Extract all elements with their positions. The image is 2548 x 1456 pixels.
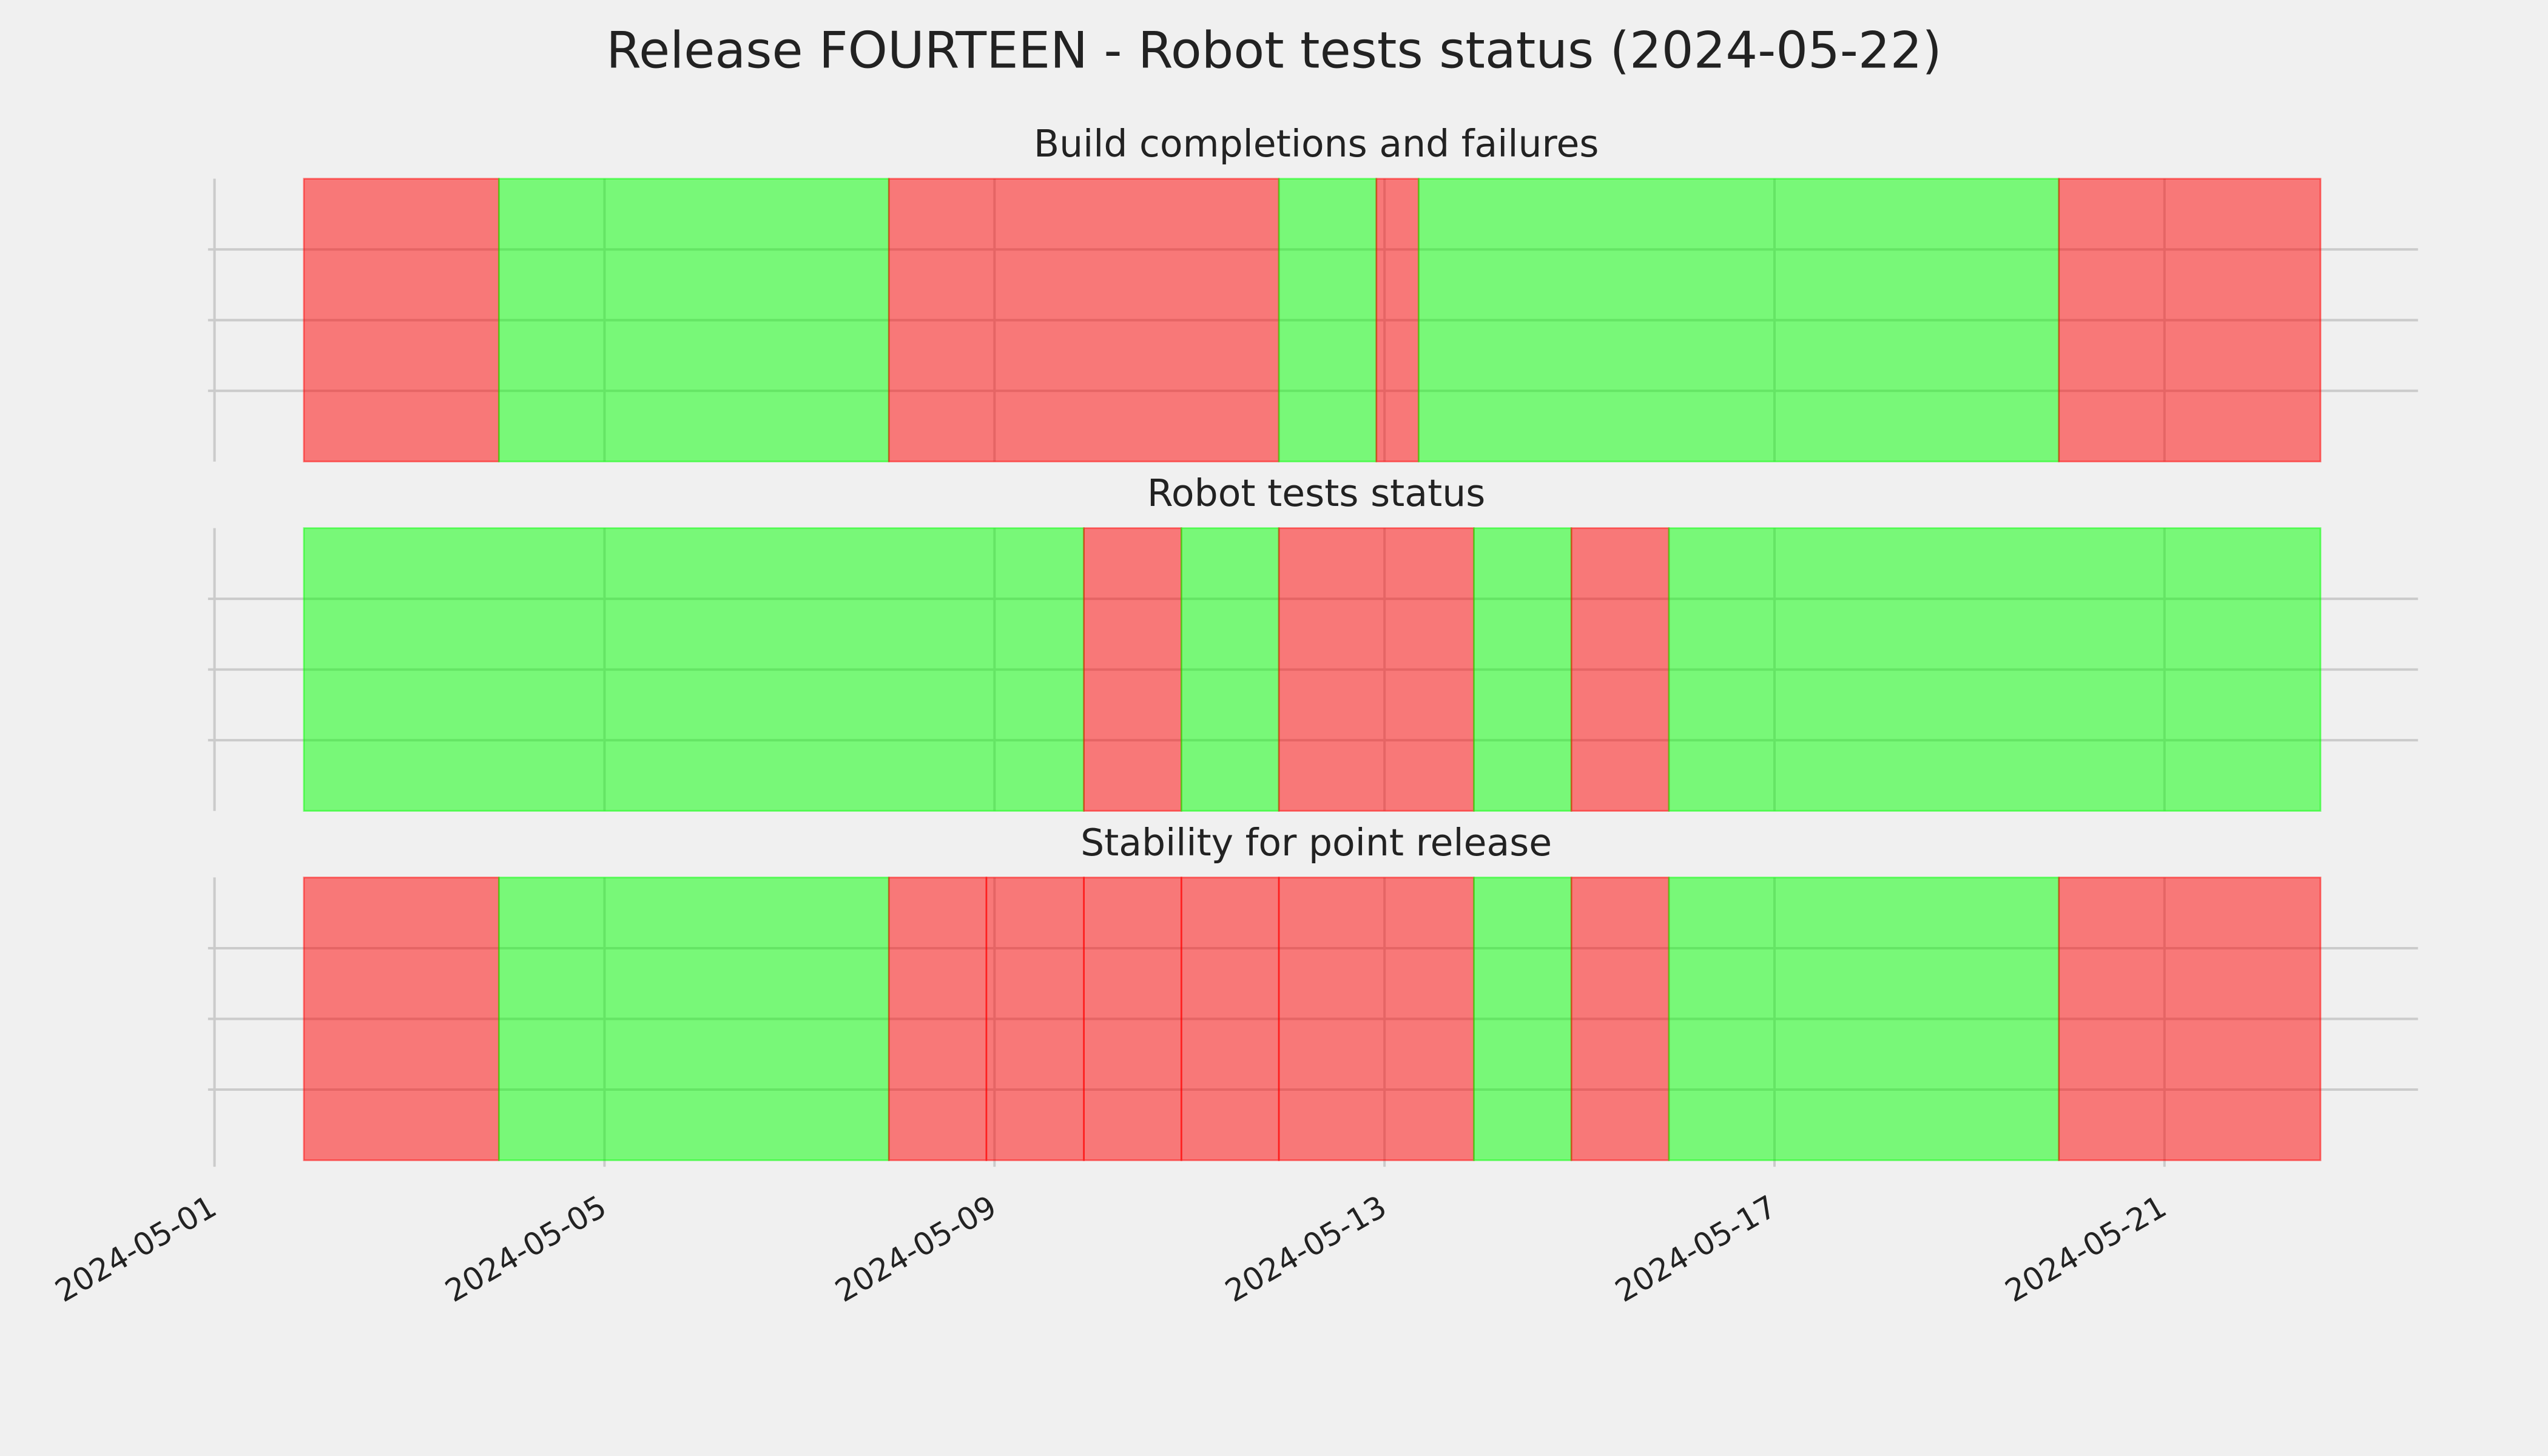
status-span [1278,527,1475,812]
status-span [1278,877,1475,1161]
status-span [1473,527,1572,812]
status-span [497,178,890,463]
status-span [1570,877,1670,1161]
subplot-title: Robot tests status [1147,471,1485,515]
status-span [888,877,988,1161]
status-span [888,178,1280,463]
status-span [303,178,500,463]
status-span [1180,877,1280,1161]
status-span [303,877,500,1161]
subplot-title: Build completions and failures [1034,122,1599,166]
status-span [1473,877,1572,1161]
status-span [1180,527,1280,812]
status-span [1083,527,1182,812]
status-span [1278,178,1378,463]
status-span [303,527,1085,812]
status-span [1668,527,2322,812]
status-span [1418,178,2060,463]
status-span [2058,178,2322,463]
status-span [1570,527,1670,812]
status-span [2058,877,2322,1161]
status-span [1083,877,1182,1161]
subplot-title: Stability for point release [1080,821,1552,864]
chart-title: Release FOURTEEN - Robot tests status (2… [606,21,1942,79]
status-span [497,877,890,1161]
status-span [1375,178,1420,463]
status-span [985,877,1085,1161]
status-span [1668,877,2060,1161]
